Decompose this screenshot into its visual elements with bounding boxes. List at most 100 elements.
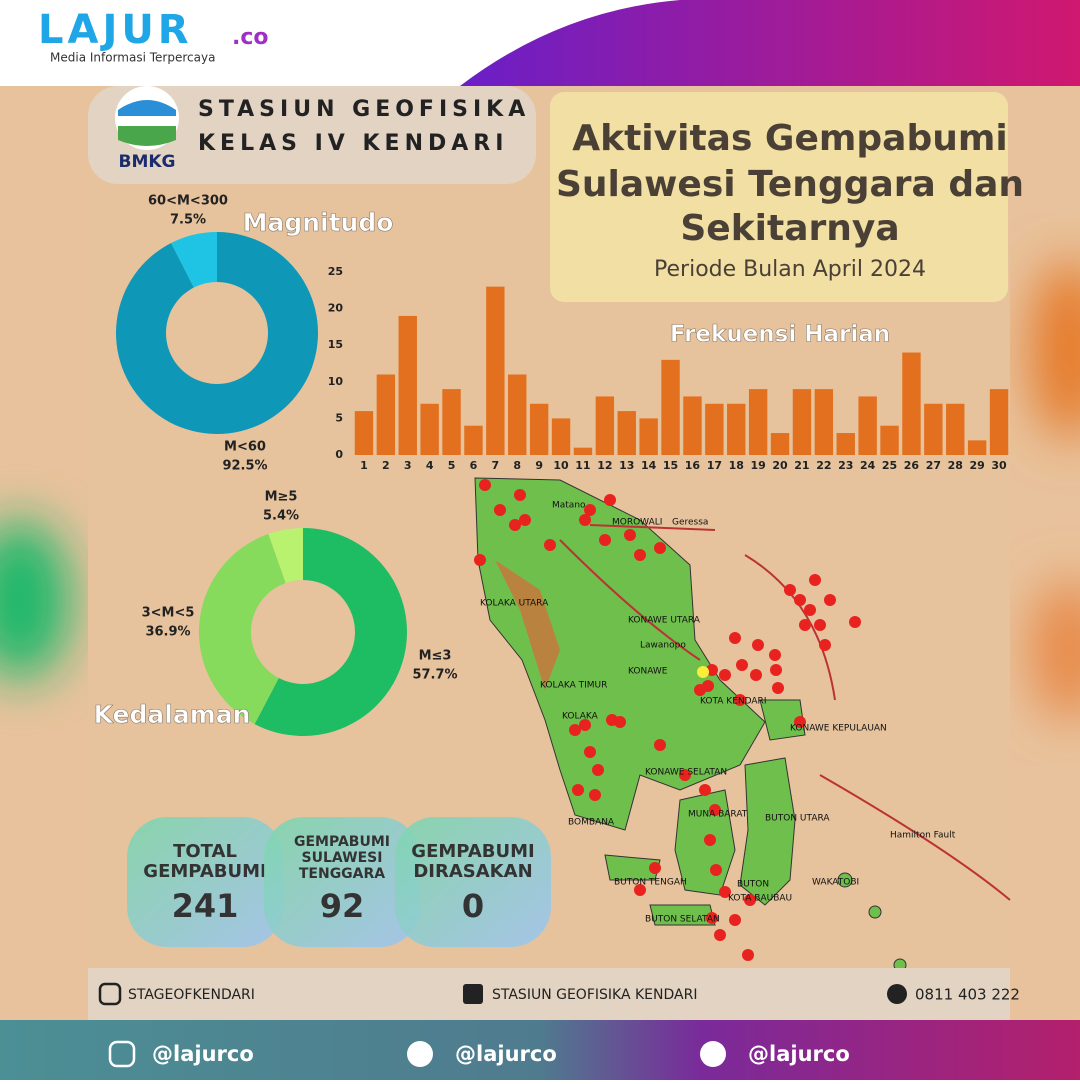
segment-label: M<60 [224,440,266,455]
map-label: MOROWALI [612,518,662,528]
stat-label: TOTAL [173,841,237,862]
epicenter [702,680,714,692]
stat-label: DIRASAKAN [413,861,532,882]
stat-value: 241 [172,887,239,925]
epicenter [614,716,626,728]
x-tick-label: 25 [882,459,897,472]
map-label: KOLAKA UTARA [480,599,549,609]
epicenter [519,514,531,526]
epicenter [770,664,782,676]
epicenter [494,504,506,516]
epicenter [750,669,762,681]
bar [727,403,746,455]
epicenter [634,884,646,896]
title-line: Aktivitas Gempabumi [572,118,1007,159]
map-label: KONAWE UTARA [628,616,701,626]
bar [464,425,483,455]
epicenter [799,619,811,631]
instagram-icon[interactable] [108,1040,136,1068]
bar [770,433,790,455]
bar [639,418,658,455]
map: MOROWALI Geressa Matano KOLAKA UTARA KONAWE … [474,477,1011,972]
stat-label: SULAWESI [302,850,383,866]
epicenter [742,949,754,961]
epicenter [814,619,826,631]
segment-value: 5.4% [263,509,299,524]
epicenter [752,639,764,651]
subtitle: Periode Bulan April 2024 [654,257,926,282]
epicenter [679,769,691,781]
epicenter [784,584,796,596]
bar [420,403,439,455]
social-handle[interactable]: @lajurco [152,1042,254,1066]
bar [354,411,374,455]
donut-segment [171,232,217,288]
brand: LAJUR [38,7,193,53]
epicenter [744,894,756,906]
x-tick-label: 16 [685,459,701,472]
twitter-icon[interactable] [407,1041,433,1067]
chart-title: Magnitudo [243,208,394,237]
epicenter [654,739,666,751]
x-tick-label: 28 [948,459,963,472]
epicenter [706,912,718,924]
bottom-bar [0,1020,1080,1080]
agency-box [88,86,536,184]
bar [858,396,877,455]
donut-segment [268,528,303,583]
bar [551,418,571,455]
agency-line1: STASIUN GEOFISIKA [198,97,530,122]
title-line: Sekitarnya [680,208,899,249]
x-tick-label: 12 [597,459,612,472]
bar [595,396,615,455]
y-tick-label: 5 [335,411,343,424]
bar [683,396,702,455]
social-handle[interactable]: @lajurco [748,1042,850,1066]
y-tick-label: 20 [328,302,344,315]
epicenter [589,789,601,801]
bar [529,403,549,455]
bar [617,411,636,455]
epicenter [479,479,491,491]
bar [946,403,965,455]
epicenter [729,914,741,926]
epicenter [734,694,746,706]
donut-segment [116,232,318,434]
x-tick-label: 5 [448,459,456,472]
map-label: Hamilton Fault [890,831,956,841]
map-label: BUTON UTARA [765,814,830,824]
map-label: BOMBANA [568,818,615,828]
donut-segment [254,528,408,736]
bar [442,389,461,455]
map-label: BUTON SELATAN [645,915,720,925]
map-label: BUTON [737,880,769,890]
segment-value: 36.9% [145,625,190,640]
epicenter [584,746,596,758]
y-tick-label: 0 [335,448,343,461]
social-handle[interactable]: @lajurco [455,1042,557,1066]
stat-label: GEMPABUMI [294,834,390,850]
facebook-icon[interactable] [700,1041,726,1067]
bmkg-text: BMKG [118,152,175,172]
epicenter [706,664,718,676]
bar [814,389,834,455]
epicenter [599,534,611,546]
bar [573,447,593,455]
x-tick-label: 13 [619,459,634,472]
epicenter [654,542,666,554]
bar [486,286,505,455]
x-tick-label: 26 [904,459,920,472]
stat-value: 0 [462,887,484,925]
epicenter [704,834,716,846]
x-tick-label: 6 [470,459,478,472]
top-accent [460,0,1080,86]
x-tick-label: 21 [794,459,809,472]
map-label: Geressa [672,518,708,528]
bar [792,389,812,455]
y-tick-label: 10 [328,375,344,388]
facebook-icon [463,984,483,1004]
epicenter [769,649,781,661]
epicenter [604,494,616,506]
